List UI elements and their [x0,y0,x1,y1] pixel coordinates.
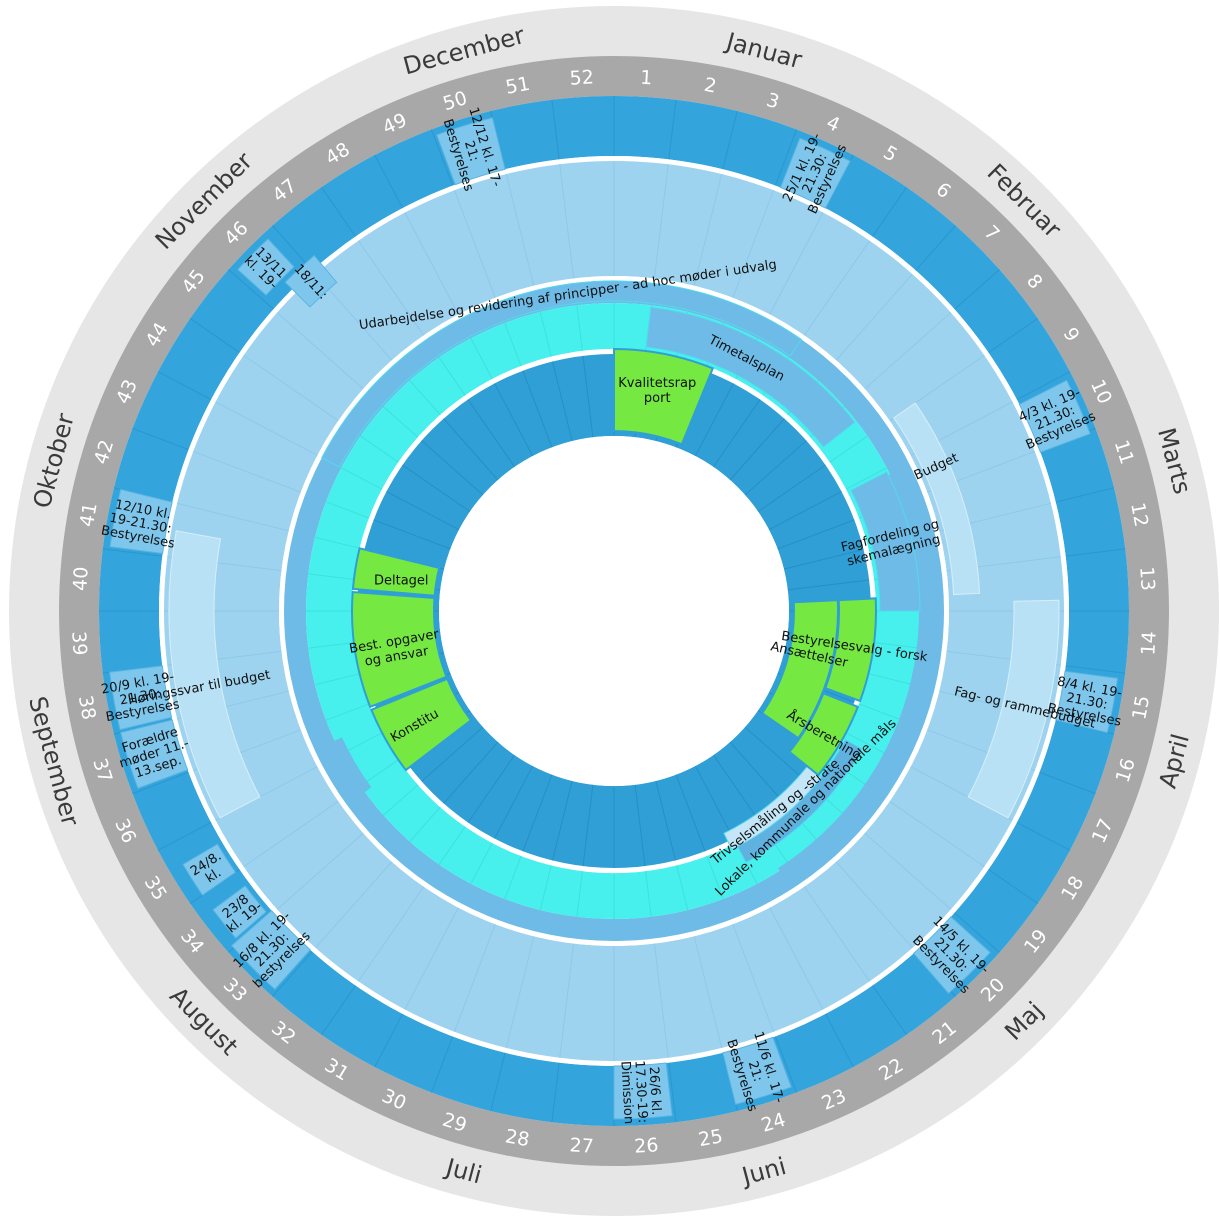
event-week46a-box[interactable] [237,238,295,296]
events [109,117,1119,1120]
event-week38-box[interactable] [109,665,173,731]
inner-activities [351,347,877,777]
event-week20-box[interactable] [912,916,991,994]
ansaettelser-block[interactable] [760,599,839,740]
week-label: 51 [504,73,532,99]
deltagel-label: Deltagel [374,573,429,588]
week-label: 52 [569,66,594,89]
event-week46b-box[interactable] [284,254,338,308]
week-label: 39 [67,631,90,656]
event-week41-box[interactable] [109,488,173,554]
planning-bands [168,402,1060,819]
budget-band[interactable] [893,402,981,596]
week-label: 12 [1126,501,1152,529]
event-week26-box[interactable] [613,1062,673,1120]
week-label: 27 [569,1134,594,1157]
event-week26-text: 26/6 kl.17.30-19:Dimission [617,1059,664,1125]
week-label: 13 [1135,566,1158,591]
event-week37-box[interactable] [120,719,189,789]
week-label: 40 [69,566,92,591]
kvalitetsrapport-label: Kvalitetsrap port [618,376,696,406]
mid-ring-bands [321,280,921,864]
event-week34-box[interactable] [212,885,267,939]
week-label: 25 [697,1125,725,1151]
event-week33-box[interactable] [231,909,311,990]
week-label: 2 [702,74,718,98]
center-circle [439,436,789,786]
fag-og-rammebudget-band[interactable] [967,599,1060,819]
event-week10-box[interactable] [1018,379,1091,453]
bestyrelsesvalg-block[interactable] [824,597,877,703]
week-label: 14 [1137,631,1160,656]
partial-ring-overlays [314,472,926,875]
week-label: 41 [76,501,102,529]
best-opgaver-block[interactable] [351,590,448,709]
deltagel-block[interactable] [351,547,441,597]
week-label: 28 [504,1125,532,1151]
aarsberetning-block[interactable] [788,692,860,777]
event-week35-box[interactable] [182,843,237,896]
fagfordeling-band[interactable] [850,471,921,612]
event-week4-box[interactable] [779,137,851,209]
week-label: 38 [74,694,100,722]
inner-ring [357,354,871,868]
event-week50-box[interactable] [436,117,506,186]
timetalsplan-band[interactable] [645,306,856,448]
week-label: 26 [634,1134,659,1157]
udarbejdelse-band[interactable] [321,280,803,468]
event-week15-box[interactable] [1055,670,1119,734]
konstitu-block[interactable] [370,677,473,772]
week-label: 1 [640,67,653,90]
horingssvar-band[interactable] [168,530,261,819]
kvalitetsrapport-block[interactable] [613,347,715,446]
trivsel-band[interactable] [723,765,823,851]
event-week24-box[interactable] [722,1036,792,1105]
week-label: 15 [1128,694,1154,722]
